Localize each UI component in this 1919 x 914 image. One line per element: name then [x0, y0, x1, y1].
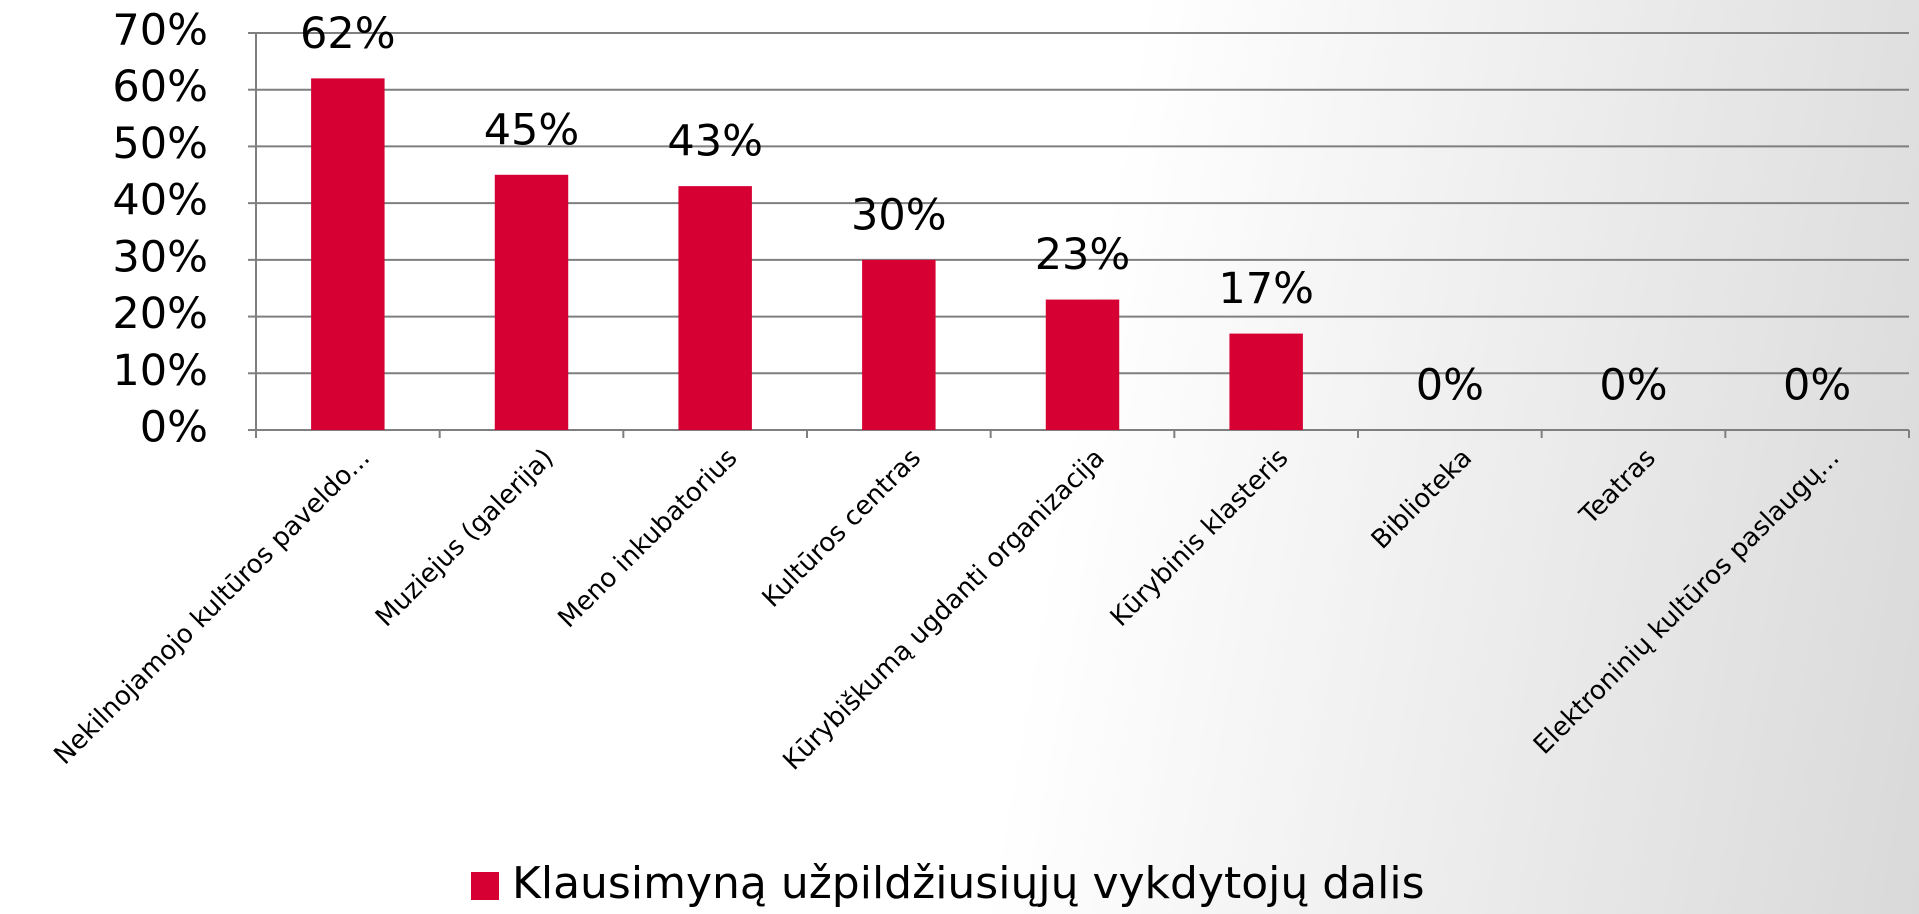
legend-label: Klausimyną užpildžiusiųjų vykdytojų dali… [512, 858, 1425, 909]
bar [311, 78, 385, 430]
x-tick-label: Kultūros centras [757, 443, 927, 613]
x-tick-label: Elektroninių kultūros paslaugų... [1528, 443, 1845, 760]
bar [862, 259, 936, 430]
data-label: 30% [851, 190, 947, 240]
y-tick-label: 0% [140, 403, 208, 453]
data-label: 43% [667, 117, 763, 167]
y-tick-label: 70% [112, 6, 208, 56]
x-tick-label: Meno inkubatorius [553, 443, 744, 634]
x-tick-label: Teatras [1574, 443, 1662, 531]
data-label: 0% [1416, 361, 1484, 411]
data-label: 0% [1783, 361, 1851, 411]
y-tick-label: 20% [112, 289, 208, 339]
data-label: 45% [484, 105, 580, 155]
x-tick-label: Nekilnojamojo kultūros paveldo... [48, 443, 376, 771]
bar [494, 174, 569, 430]
bar [1045, 299, 1120, 430]
y-tick-label: 10% [112, 346, 208, 396]
x-tick-label: Kūrybinis klasteris [1105, 443, 1295, 633]
x-tick-label: Muziejus (galerija) [370, 443, 560, 633]
x-tick-label: Kūrybiškumą ugdanti organizacija [778, 443, 1111, 776]
y-tick-label: 40% [112, 176, 208, 226]
data-label: 0% [1599, 361, 1667, 411]
legend-swatch [471, 872, 499, 900]
bar [678, 186, 752, 430]
y-tick-label: 60% [112, 62, 208, 112]
y-tick-label: 50% [112, 119, 208, 169]
x-tick-label: Biblioteka [1366, 443, 1478, 555]
y-tick-label: 30% [112, 232, 208, 282]
bar [1229, 333, 1303, 430]
data-label: 62% [300, 9, 396, 59]
data-label: 23% [1035, 230, 1131, 280]
data-label: 17% [1218, 264, 1314, 314]
